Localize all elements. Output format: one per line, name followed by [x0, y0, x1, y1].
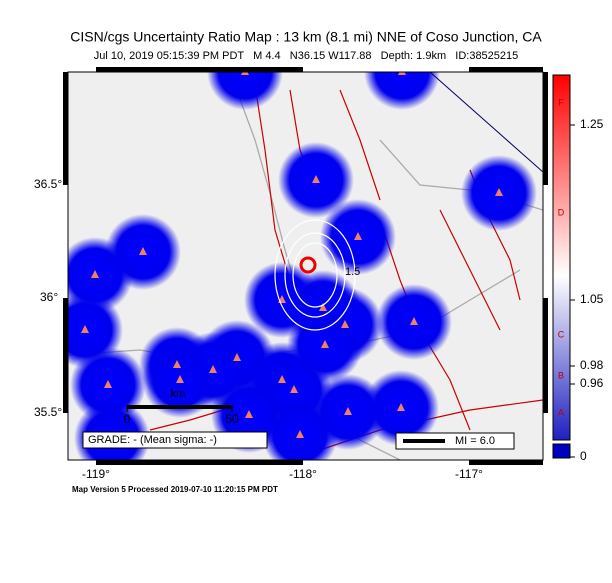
- station: [410, 317, 418, 325]
- station: [233, 353, 241, 361]
- station-blob: [262, 397, 338, 460]
- colorbar-value: 0.96: [580, 376, 604, 390]
- station: [209, 365, 217, 373]
- station: [397, 403, 405, 411]
- station: [173, 360, 181, 368]
- grade-letter: C: [558, 329, 565, 339]
- legend-line: [403, 439, 445, 443]
- station-blob: [207, 72, 283, 110]
- grade-letter: B: [558, 370, 564, 380]
- station: [341, 320, 349, 328]
- station: [290, 385, 298, 393]
- station: [139, 247, 147, 255]
- scale-bar: 0 50 km: [124, 388, 239, 426]
- lon-label: -118°: [289, 467, 317, 481]
- lon-label: -119°: [82, 467, 110, 481]
- colorbar-ticks: [570, 124, 575, 458]
- contour: [284, 232, 346, 318]
- grade-letter: F: [558, 97, 564, 107]
- station: [91, 270, 99, 278]
- colorbar-value: 0: [580, 449, 587, 463]
- epicenter: [299, 256, 317, 274]
- fault: [339, 89, 381, 201]
- station: [176, 375, 184, 383]
- frame-ticks: [63, 67, 548, 465]
- scale-label: 0: [124, 412, 131, 426]
- colorbar-value: 0.98: [580, 358, 604, 372]
- contour-label: 1.5: [345, 266, 360, 278]
- map-frame: [67, 71, 544, 461]
- fault: [439, 209, 501, 331]
- grade: GRADE: - (Mean sigma: -): [88, 434, 217, 446]
- colorbar-zero: [552, 443, 571, 459]
- station: [245, 410, 253, 418]
- grade-letter: D: [558, 207, 565, 217]
- station: [278, 375, 286, 383]
- colorbar: [552, 74, 571, 441]
- scale-label: 50: [225, 412, 239, 426]
- grade-box: [82, 431, 268, 449]
- contour: [292, 242, 338, 308]
- lat-label: 36°: [40, 290, 58, 304]
- station: [104, 380, 112, 388]
- legend-box: [395, 432, 515, 450]
- station: [81, 325, 89, 333]
- station: [344, 407, 352, 415]
- grade-letter: A: [558, 407, 564, 417]
- lat-label: 36.5°: [34, 177, 62, 191]
- contour: [274, 219, 356, 331]
- map: [68, 72, 543, 460]
- legend: MI = 6.0: [455, 435, 495, 447]
- lon-label: -117°: [455, 467, 483, 481]
- boundary: [429, 72, 543, 173]
- lat-label: 35.5°: [34, 405, 62, 419]
- station-blob: [364, 72, 440, 110]
- station: [398, 72, 406, 75]
- station: [319, 303, 327, 311]
- colorbar-value: 1.05: [580, 292, 604, 306]
- colorbar-value: 1.25: [580, 117, 604, 131]
- station: [354, 232, 362, 240]
- station: [321, 340, 329, 348]
- station: [241, 72, 249, 75]
- station: [312, 175, 320, 183]
- subtitle: Jul 10, 2019 05:15:39 PM PDT M 4.4 N36.1…: [94, 50, 519, 62]
- station: [495, 188, 503, 196]
- scale-unit: km: [171, 388, 186, 400]
- footer: Map Version 5 Processed 2019-07-10 11:20…: [72, 485, 278, 494]
- title: CISN/cgs Uncertainty Ratio Map : 13 km (…: [70, 29, 542, 45]
- station: [296, 430, 304, 438]
